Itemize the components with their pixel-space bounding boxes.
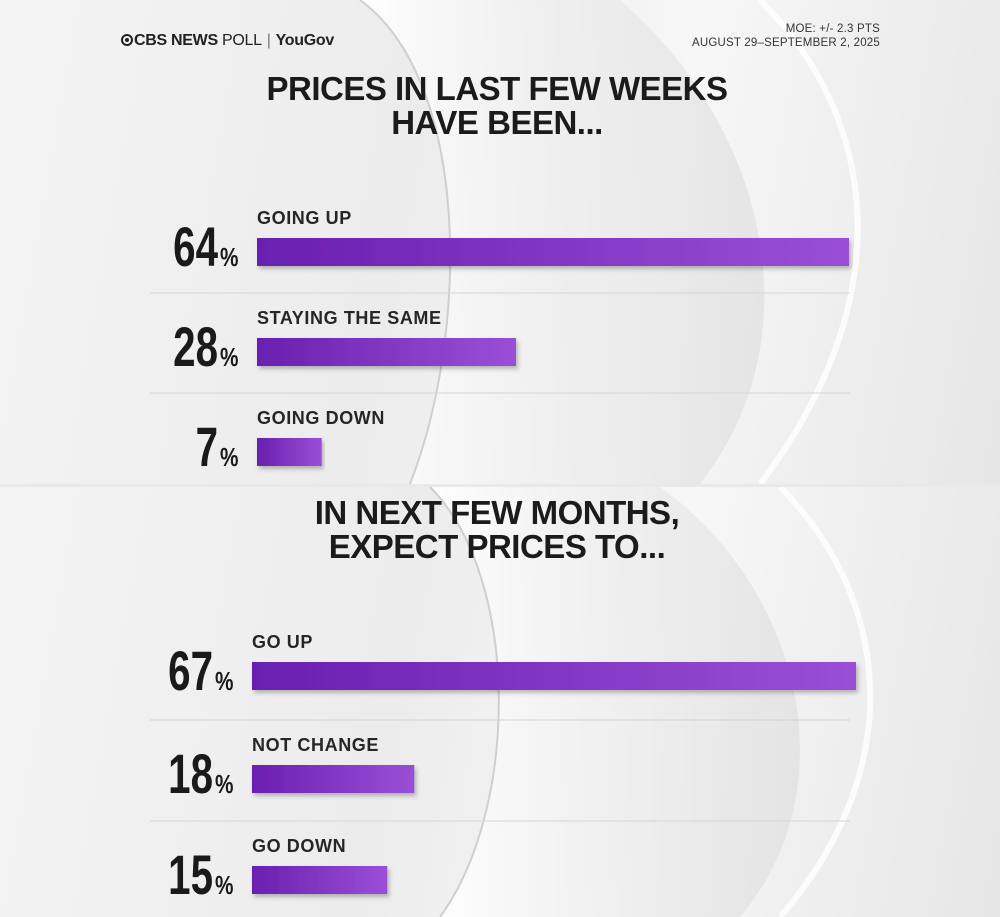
category-label: GOING UP [257,208,352,228]
chart-panel-expect-prices: IN NEXT FEW MONTHS, EXPECT PRICES TO... … [0,487,1000,917]
bar-chart-1: GOING UP 64 % STAYING THE SAME 28 % GOING DOWN… [150,208,850,479]
percent-sign: % [220,243,239,272]
percent-sign: % [220,343,239,372]
value-label: 15 [168,845,213,907]
value-label: 18 [168,744,213,806]
category-label: GOING DOWN [257,408,385,428]
bar [252,866,388,894]
bar [257,238,849,266]
value-label: 7 [196,417,218,479]
bar [252,765,415,793]
yougov-logo: YouGov [275,32,335,49]
cbs-eye-icon [121,34,133,46]
value-label: 64 [173,217,218,279]
cbs-news-poll-logo: CBS NEWS POLL | YouGov [121,32,334,50]
category-label: GO UP [252,632,313,652]
chart-title-1: PRICES IN LAST FEW WEEKS HAVE BEEN... [266,70,728,141]
poll-metadata: MOE: +/- 2.3 PTS AUGUST 29–SEPTEMBER 2, … [692,22,880,50]
margin-of-error: MOE: +/- 2.3 PTS [785,23,880,35]
bar [257,338,516,366]
value-label: 28 [173,317,218,379]
bar [257,438,322,466]
percent-sign: % [215,770,234,799]
percent-sign: % [215,871,234,900]
bar-chart-2: GO UP 67 % NOT CHANGE 18 % GO DOWN 15% [150,632,856,907]
percent-sign: % [215,667,234,696]
value-label: 67 [168,641,213,703]
category-label: STAYING THE SAME [257,308,442,328]
category-label: NOT CHANGE [252,735,379,755]
category-label: GO DOWN [252,836,346,856]
percent-sign: % [220,443,239,472]
chart-panel-prices-last-weeks: CBS NEWS POLL | YouGov MOE: +/- 2.3 PTS AU… [0,0,1000,484]
bar [252,662,856,690]
poll-dates: AUGUST 29–SEPTEMBER 2, 2025 [692,37,880,49]
chart-title-2: IN NEXT FEW MONTHS, EXPECT PRICES TO... [314,494,680,565]
